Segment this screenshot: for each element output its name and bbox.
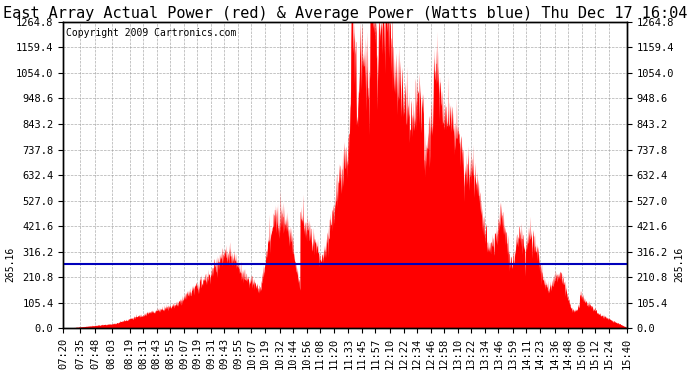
Text: 265.16: 265.16 xyxy=(674,246,684,282)
Title: East Array Actual Power (red) & Average Power (Watts blue) Thu Dec 17 16:04: East Array Actual Power (red) & Average … xyxy=(3,6,687,21)
Text: 265.16: 265.16 xyxy=(6,246,16,282)
Text: Copyright 2009 Cartronics.com: Copyright 2009 Cartronics.com xyxy=(66,28,237,38)
